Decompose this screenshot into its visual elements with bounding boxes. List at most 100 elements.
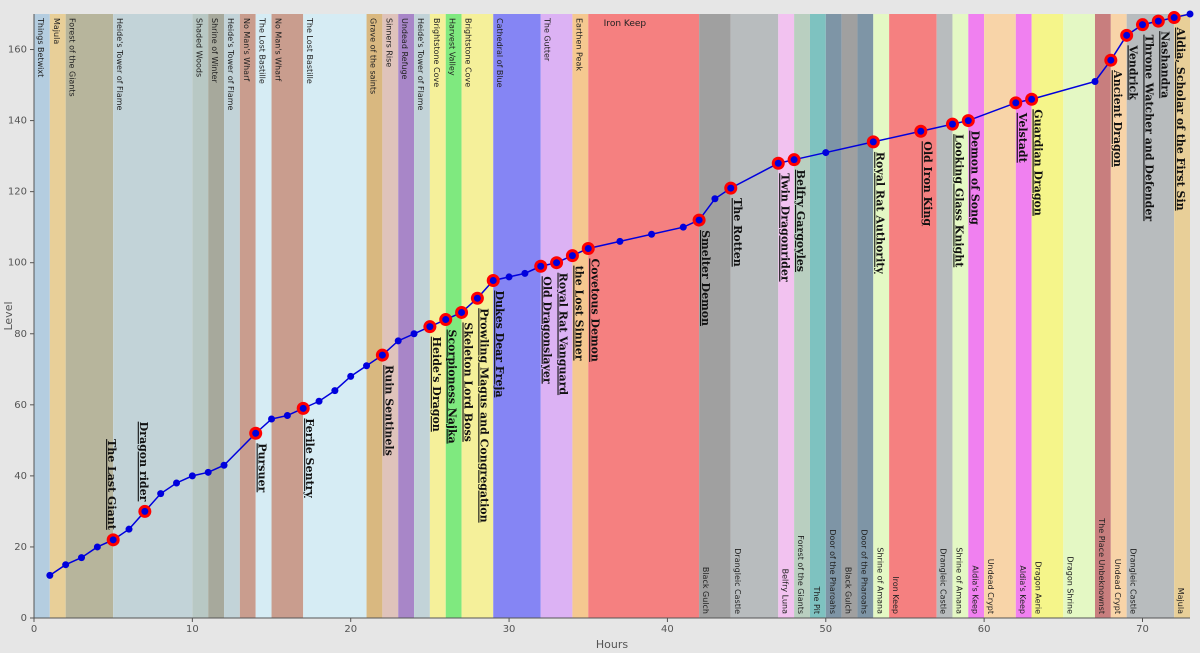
level-point[interactable] (426, 323, 434, 331)
level-point[interactable] (331, 387, 339, 395)
level-point[interactable] (505, 273, 513, 281)
level-point[interactable] (268, 415, 276, 423)
level-point[interactable] (616, 237, 624, 245)
level-point[interactable] (1012, 99, 1020, 107)
zone-label: Drangleic Castle (939, 548, 948, 614)
level-point[interactable] (948, 120, 956, 128)
boss-label: Covetous Demon (588, 258, 601, 361)
level-point[interactable] (252, 429, 260, 437)
boss-label: Skeleton Lord Boss (462, 322, 475, 441)
zone-band (1174, 14, 1190, 618)
zone-label: Shrine of Amana (875, 547, 884, 614)
boss-label: Vendrick (1127, 44, 1140, 100)
level-point[interactable] (62, 561, 70, 569)
x-tick-label: 0 (31, 624, 37, 635)
level-point[interactable] (489, 276, 497, 284)
zone-band (65, 14, 114, 618)
level-point[interactable] (204, 468, 212, 476)
level-point[interactable] (442, 316, 450, 324)
zone-label: No Man's Wharf (242, 18, 251, 81)
zone-band (952, 14, 969, 618)
level-point[interactable] (964, 117, 972, 125)
level-point[interactable] (394, 337, 402, 345)
level-point[interactable] (315, 397, 323, 405)
level-point[interactable] (869, 138, 877, 146)
zone-band (794, 14, 810, 618)
level-point[interactable] (568, 252, 576, 260)
zone-label: Door of the Pharoahs (859, 529, 868, 614)
level-point[interactable] (695, 216, 703, 224)
zone-band (873, 14, 890, 618)
level-point[interactable] (679, 223, 687, 231)
boss-label: Prowling Magus and Congregation (477, 308, 490, 522)
level-point[interactable] (141, 507, 149, 515)
level-point[interactable] (109, 536, 117, 544)
zone-label: Earthen Peak (574, 18, 583, 71)
zone-band (398, 14, 415, 618)
x-tick-label: 50 (819, 624, 832, 635)
level-point[interactable] (1028, 95, 1036, 103)
zone-label: Harvest Valley (448, 18, 457, 76)
zone-band (809, 14, 826, 618)
level-point[interactable] (410, 330, 418, 338)
zone-label: Drangleic Castle (733, 548, 742, 614)
level-point[interactable] (1170, 14, 1178, 22)
level-point[interactable] (46, 571, 54, 579)
level-point[interactable] (458, 308, 466, 316)
zone-band (34, 14, 50, 618)
zone-label: Aldia's Keep (1018, 565, 1027, 614)
level-point[interactable] (1123, 31, 1131, 39)
level-point[interactable] (553, 259, 561, 267)
level-point[interactable] (93, 543, 101, 551)
level-point[interactable] (711, 195, 719, 203)
level-point[interactable] (363, 362, 371, 370)
level-point[interactable] (1091, 78, 1099, 86)
level-point[interactable] (1154, 17, 1162, 25)
level-point[interactable] (220, 461, 228, 469)
level-point[interactable] (78, 554, 86, 562)
zone-label: Cathedral of Blue (495, 18, 504, 88)
level-point[interactable] (537, 262, 545, 270)
level-point[interactable] (1186, 10, 1194, 18)
level-point[interactable] (774, 159, 782, 167)
level-point[interactable] (1107, 56, 1115, 64)
y-tick-label: 100 (8, 258, 27, 269)
level-point[interactable] (521, 269, 529, 277)
zone-band (984, 14, 1016, 618)
boss-label: The Last Giant (105, 439, 118, 531)
level-point[interactable] (790, 156, 798, 164)
zone-band (841, 14, 858, 618)
zone-label: Undead Crypt (1113, 559, 1122, 614)
level-point[interactable] (125, 525, 133, 533)
zone-band (825, 14, 842, 618)
zone-label: Shrine of Amana (954, 547, 963, 614)
level-point[interactable] (157, 490, 165, 498)
y-axis-title: Level (2, 301, 15, 330)
level-point[interactable] (584, 244, 592, 252)
level-point[interactable] (917, 127, 925, 135)
boss-label: Twin Dragonrider (778, 173, 791, 282)
level-point[interactable] (347, 372, 355, 380)
zone-band (239, 14, 256, 618)
level-point[interactable] (648, 230, 656, 238)
level-point[interactable] (283, 411, 291, 419)
level-point[interactable] (822, 149, 830, 157)
level-point[interactable] (727, 184, 735, 192)
zone-label: The Pit (812, 586, 821, 614)
zone-band (414, 14, 430, 618)
zone-band (540, 14, 573, 618)
zone-band (968, 14, 985, 618)
level-point[interactable] (188, 472, 196, 480)
zone-label: Belfry Luna (780, 569, 789, 614)
level-point[interactable] (173, 479, 181, 487)
zone-band (1110, 14, 1127, 618)
zone-band (730, 14, 779, 618)
level-point[interactable] (473, 294, 481, 302)
zone-band (255, 14, 272, 618)
level-point[interactable] (378, 351, 386, 359)
level-point[interactable] (1138, 21, 1146, 29)
boss-label: Ancient Dragon (1111, 69, 1124, 167)
boss-label: Dukes Dear Freja (493, 290, 506, 397)
boss-label: The Rotten (731, 198, 744, 267)
level-point[interactable] (299, 404, 307, 412)
